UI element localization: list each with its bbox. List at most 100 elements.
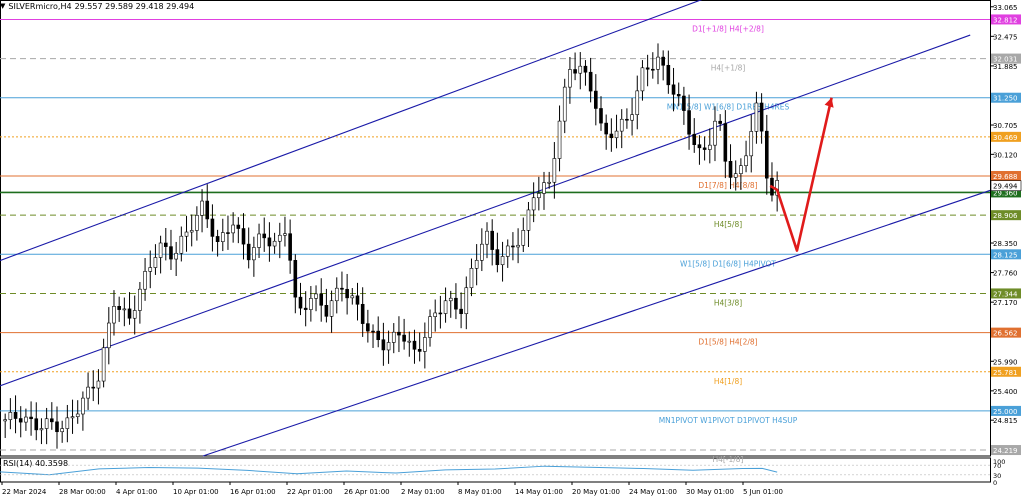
- level-name: MN1[5/8] W1[6/8] D1RES H4RES: [667, 103, 790, 112]
- candle-body: [759, 102, 764, 132]
- candle-body: [594, 90, 598, 109]
- candle-body: [656, 56, 660, 70]
- candle-body: [345, 288, 349, 299]
- candle-body: [298, 296, 303, 309]
- time-tick-label: 10 Apr 01:00: [173, 488, 219, 496]
- candle-body: [252, 247, 256, 261]
- candle-body: [101, 347, 106, 382]
- rsi-scale-label: 0: [993, 479, 997, 487]
- candle-body: [381, 339, 386, 351]
- price-tick-label: 25.990: [993, 358, 1018, 366]
- level-price-box: [991, 405, 1021, 416]
- candle-body: [739, 165, 743, 174]
- candle-body: [537, 193, 541, 199]
- candle-body: [210, 218, 215, 237]
- level-price-label: 25.781: [993, 369, 1018, 377]
- candle-body: [314, 293, 318, 299]
- candle-body: [469, 268, 474, 289]
- level-price-box: [991, 288, 1021, 299]
- candle-body: [65, 417, 70, 429]
- candle-body: [526, 209, 531, 231]
- candle-body: [303, 307, 308, 310]
- price-tick-label: 31.885: [993, 63, 1018, 71]
- rsi-line: [0, 465, 778, 476]
- candle-body: [490, 230, 494, 250]
- candle-body: [143, 271, 147, 290]
- candle-body: [728, 160, 733, 178]
- candle-body: [588, 71, 593, 92]
- level-price-label: 29.360: [993, 189, 1018, 197]
- level-price-label: 27.344: [993, 290, 1018, 298]
- candle-body: [293, 260, 298, 298]
- rsi-label: RSI(14) 40.3598: [3, 459, 69, 468]
- candle-body: [423, 337, 427, 352]
- candle-body: [334, 287, 339, 302]
- candle-body: [521, 230, 526, 246]
- candle-body: [283, 233, 287, 236]
- level-price-label: 24.219: [993, 447, 1018, 455]
- candle-body: [3, 419, 7, 422]
- candle-body: [707, 144, 712, 150]
- time-tick-label: 5 Jun 01:00: [743, 488, 783, 496]
- triangle-down-icon[interactable]: ▼: [0, 2, 6, 10]
- level-name: H4[5/8]: [714, 220, 742, 229]
- level-price-box: [991, 210, 1021, 221]
- level-price-box: [991, 131, 1021, 142]
- candle-body: [205, 200, 210, 220]
- candle-body: [18, 418, 23, 423]
- level-name: H4[3/8]: [714, 298, 742, 307]
- candle-body: [376, 330, 381, 341]
- candle-body: [723, 123, 728, 162]
- candle-body: [246, 243, 251, 261]
- candle-body: [169, 246, 173, 260]
- time-tick-label: 28 Mar 00:00: [59, 488, 106, 496]
- candle-body: [692, 133, 697, 145]
- candle-body: [86, 386, 90, 399]
- channel-line-upper: [0, 0, 703, 262]
- candle-body: [547, 181, 551, 184]
- time-tick-label: 30 May 01:00: [686, 488, 734, 496]
- candle-body: [122, 308, 127, 311]
- candle-body: [687, 110, 691, 135]
- candle-body: [153, 257, 158, 268]
- price-tick-label: 24.815: [993, 417, 1018, 425]
- candle-body: [55, 421, 59, 433]
- candle-body: [81, 397, 85, 415]
- candle-body: [604, 122, 608, 135]
- candle-body: [8, 412, 13, 420]
- level-price-box: [991, 53, 1021, 64]
- channel-line-lower: [202, 189, 991, 457]
- candle-body: [241, 228, 246, 245]
- price-tick-label: 27.760: [993, 270, 1018, 278]
- candle-body: [552, 158, 557, 183]
- candle-body: [163, 242, 168, 247]
- candle-body: [39, 428, 44, 431]
- time-tick-label: 22 Mar 2024: [2, 488, 47, 496]
- candle-body: [386, 342, 391, 351]
- time-tick-label: 26 Apr 01:00: [344, 488, 390, 496]
- candle-body: [96, 380, 101, 389]
- candle-body: [13, 412, 18, 419]
- candle-body: [651, 68, 655, 71]
- candle-body: [443, 300, 448, 314]
- candle-body: [29, 416, 33, 420]
- level-price-label: 28.906: [993, 212, 1018, 220]
- candle-body: [355, 295, 360, 305]
- candle-body: [226, 232, 230, 234]
- candle-body: [625, 118, 629, 121]
- candle-body: [309, 298, 313, 310]
- candle-body: [24, 416, 28, 423]
- current-price-box: [990, 180, 1022, 192]
- candle-body: [231, 224, 235, 234]
- candle-body: [138, 288, 142, 311]
- level-name: D1[5/8] H4[2/8]: [698, 338, 757, 347]
- candle-body: [454, 297, 458, 310]
- candle-body: [267, 237, 272, 247]
- level-price-label: 26.562: [993, 330, 1018, 338]
- candle-body: [480, 243, 484, 261]
- candle-body: [448, 297, 453, 302]
- price-tick-label: 27.170: [993, 299, 1018, 307]
- candle-body: [220, 232, 225, 242]
